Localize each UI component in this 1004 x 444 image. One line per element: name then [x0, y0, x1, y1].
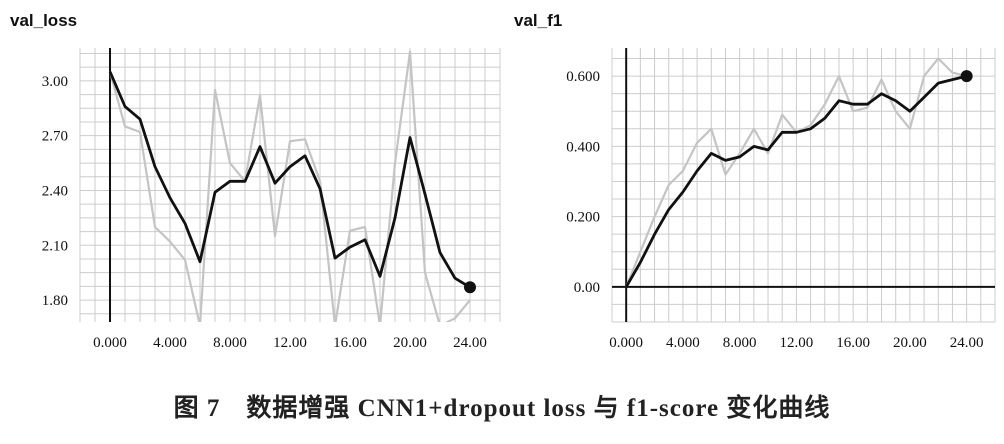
- smoothed-series-line: [624, 74, 967, 288]
- y-tick-label: 0.400: [566, 139, 600, 155]
- y-tick-label: 0.00: [574, 280, 600, 296]
- x-tick-label: 20.00: [893, 335, 927, 351]
- y-tick-label: 0.600: [566, 69, 600, 85]
- x-tick-label: 12.00: [780, 335, 814, 351]
- x-tick-label: 0.000: [609, 335, 643, 351]
- y-tick-label: 2.70: [42, 129, 68, 145]
- x-tick-label: 8.000: [723, 335, 757, 351]
- x-tick-label: 24.00: [950, 335, 984, 351]
- x-tick-label: 16.00: [333, 335, 367, 351]
- y-tick-label: 2.10: [42, 238, 68, 254]
- val-f1-chart: val_f1 0.00 0.200 0.400 0.600 0.000 4.000 8.00…: [514, 11, 996, 351]
- x-tick-label: 24.00: [453, 335, 487, 351]
- y-tick-label: 2.40: [42, 183, 68, 199]
- raw-series-line: [108, 50, 471, 322]
- x-tick-label: 8.000: [213, 335, 247, 351]
- figure-caption: 图 7 数据增强 CNN1+dropout loss 与 f1-score 变化…: [173, 395, 831, 422]
- y-tick-label: 0.200: [566, 210, 600, 226]
- x-tick-label: 12.00: [273, 335, 307, 351]
- last-point-marker: [960, 70, 973, 83]
- chart-title: val_loss: [10, 11, 77, 30]
- y-tick-label: 1.80: [42, 293, 68, 309]
- last-point-marker: [464, 281, 476, 294]
- x-tick-label: 20.00: [393, 335, 427, 351]
- x-tick-label: 16.00: [836, 335, 870, 351]
- smoothed-series-line: [108, 71, 471, 289]
- x-tick-label: 4.000: [666, 335, 700, 351]
- x-tick-label: 4.000: [153, 335, 187, 351]
- y-tick-label: 3.00: [42, 74, 68, 90]
- x-tick-label: 0.000: [93, 335, 127, 351]
- val-loss-chart: val_loss 1.80 2.10 2.40 2.70 3.00 0.000 4.000 8…: [10, 11, 501, 351]
- chart-title: val_f1: [514, 11, 562, 30]
